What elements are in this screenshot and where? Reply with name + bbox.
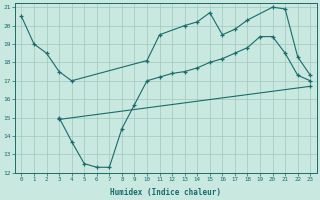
X-axis label: Humidex (Indice chaleur): Humidex (Indice chaleur): [110, 188, 221, 197]
